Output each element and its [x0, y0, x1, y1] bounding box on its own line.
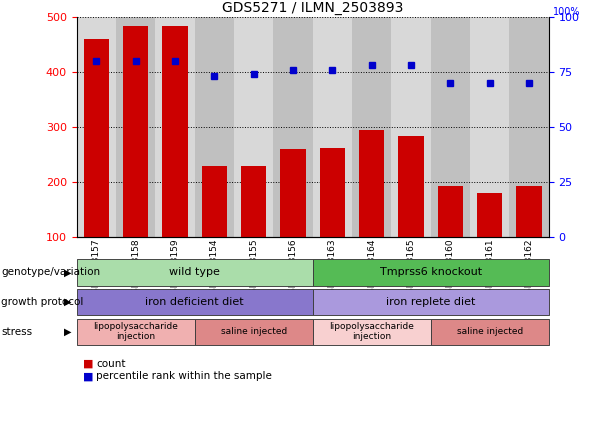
Bar: [77, 17, 116, 237]
Text: count: count: [96, 359, 126, 369]
Bar: [162, 26, 188, 237]
Bar: [116, 17, 155, 237]
Bar: [477, 193, 503, 237]
Text: saline injected: saline injected: [221, 327, 287, 336]
Bar: [391, 17, 430, 237]
Bar: [438, 186, 463, 237]
Bar: [359, 130, 384, 237]
Bar: [516, 186, 542, 237]
Bar: [509, 17, 549, 237]
Text: stress: stress: [1, 327, 32, 337]
Bar: [202, 167, 227, 237]
Bar: [234, 17, 273, 237]
Text: growth protocol: growth protocol: [1, 297, 83, 307]
Bar: [123, 26, 148, 237]
Text: percentile rank within the sample: percentile rank within the sample: [96, 371, 272, 382]
Bar: [430, 17, 470, 237]
Text: iron replete diet: iron replete diet: [386, 297, 475, 307]
Text: Tmprss6 knockout: Tmprss6 knockout: [379, 267, 482, 277]
Bar: [241, 167, 267, 237]
Text: lipopolysaccharide
injection: lipopolysaccharide injection: [329, 322, 414, 341]
Text: ▶: ▶: [64, 297, 72, 307]
Text: genotype/variation: genotype/variation: [1, 267, 101, 277]
Bar: [273, 17, 313, 237]
Bar: [470, 17, 509, 237]
Bar: [319, 148, 345, 237]
Bar: [398, 136, 424, 237]
Text: lipopolysaccharide
injection: lipopolysaccharide injection: [93, 322, 178, 341]
Text: ▶: ▶: [64, 267, 72, 277]
Text: ■: ■: [83, 371, 93, 382]
Text: ■: ■: [83, 359, 93, 369]
Text: wild type: wild type: [169, 267, 220, 277]
Bar: [352, 17, 391, 237]
Text: iron deficient diet: iron deficient diet: [145, 297, 244, 307]
Text: saline injected: saline injected: [457, 327, 523, 336]
Bar: [194, 17, 234, 237]
Title: GDS5271 / ILMN_2503893: GDS5271 / ILMN_2503893: [222, 0, 403, 14]
Text: ▶: ▶: [64, 327, 72, 337]
Bar: [313, 17, 352, 237]
Bar: [83, 39, 109, 237]
Bar: [280, 149, 306, 237]
Text: 100%: 100%: [553, 7, 581, 17]
Bar: [155, 17, 195, 237]
